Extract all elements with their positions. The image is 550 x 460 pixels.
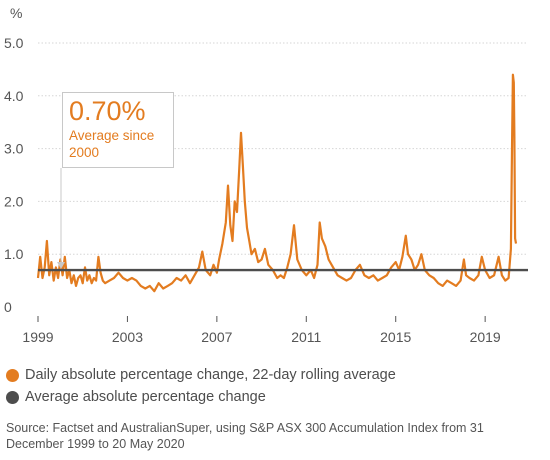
legend-item-average: Average absolute percentage change — [6, 386, 396, 408]
y-tick-label: 2.0 — [4, 193, 24, 209]
series-line-rolling-average — [36, 73, 518, 293]
x-tick-label: 2019 — [470, 329, 501, 345]
callout-text-line1: Average since — [69, 128, 155, 143]
legend-label: Average absolute percentage change — [25, 389, 266, 405]
orange-dot-icon — [6, 368, 19, 382]
callout-arrow — [57, 262, 65, 270]
line-chart: % 0 1.0 2.0 3.0 4.0 5.0 1999 2003 2007 2011 2015 2… — [4, 5, 528, 345]
callout-value: 0.70% — [69, 96, 146, 126]
legend: Daily absolute percentage change, 22-day… — [6, 364, 396, 408]
y-tick-label: 3.0 — [4, 141, 24, 157]
y-tick-label: 4.0 — [4, 88, 24, 104]
source-note: Source: Factset and AustralianSuper, usi… — [6, 421, 484, 451]
legend-label: Daily absolute percentage change, 22-day… — [25, 367, 396, 383]
x-tick-label: 2007 — [201, 329, 232, 345]
x-tick-label: 2011 — [291, 329, 321, 345]
y-axis-ticks: 0 1.0 2.0 3.0 4.0 5.0 — [4, 35, 24, 315]
x-tick-label: 1999 — [22, 329, 53, 345]
grey-dot-icon — [6, 390, 19, 404]
x-axis-ticks: 1999 2003 2007 2011 2015 2019 — [22, 316, 501, 345]
x-tick-label: 2003 — [112, 329, 143, 345]
callout-text-line2: 2000 — [69, 145, 100, 160]
y-tick-label: 0 — [4, 299, 12, 315]
average-callout: 0.70% Average since 2000 — [62, 92, 174, 168]
y-tick-label: 1.0 — [4, 246, 24, 262]
y-axis-label: % — [10, 5, 22, 21]
y-tick-label: 5.0 — [4, 35, 24, 51]
legend-item-rolling-average: Daily absolute percentage change, 22-day… — [6, 364, 396, 386]
x-tick-label: 2015 — [380, 329, 411, 345]
